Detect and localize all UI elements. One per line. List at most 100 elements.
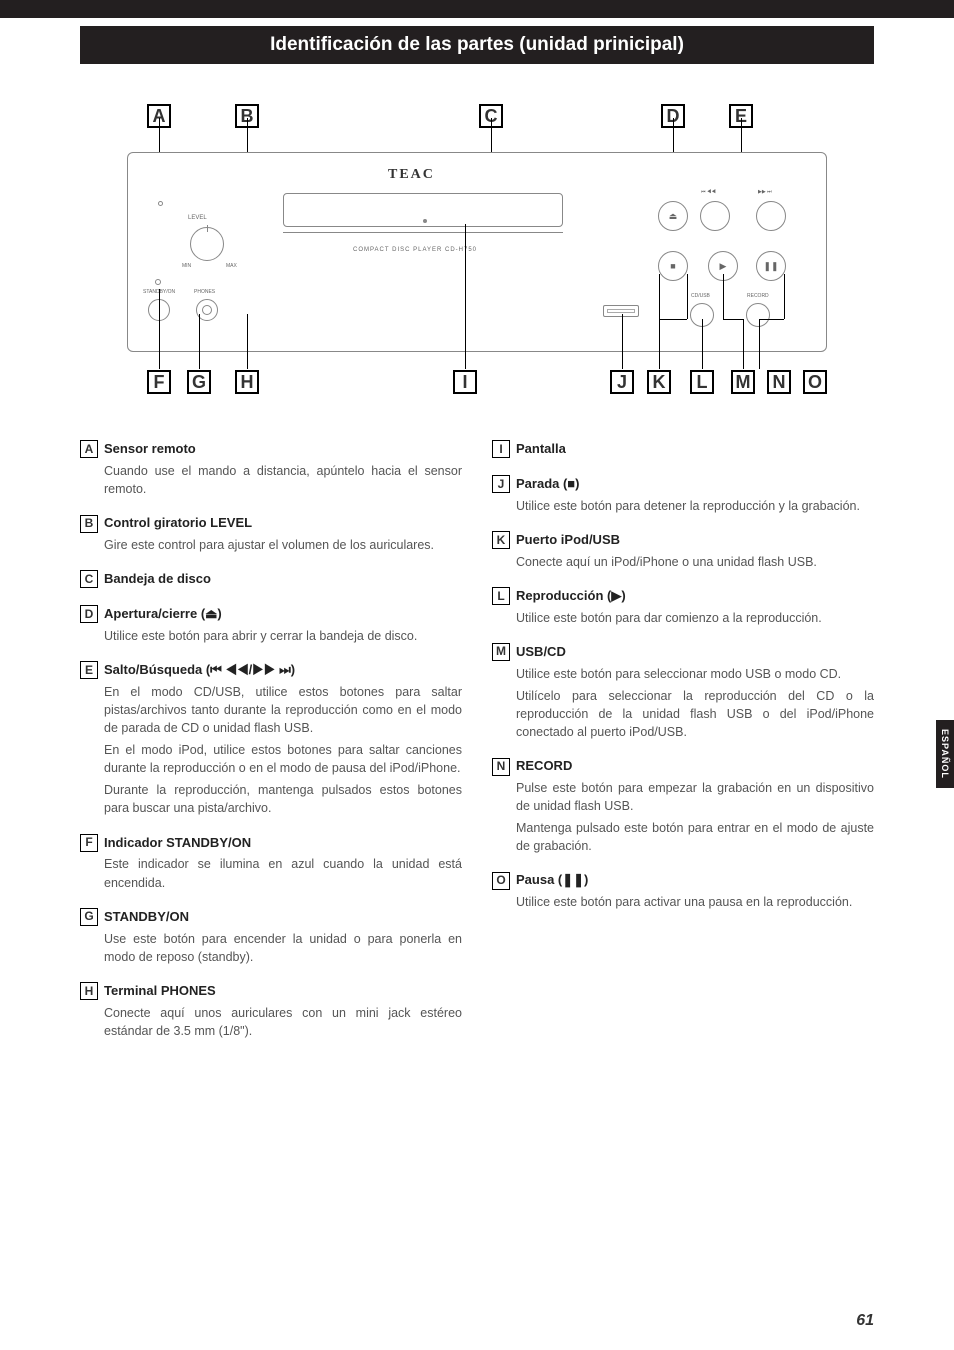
item-title-F: Indicador STANDBY/ON bbox=[104, 834, 251, 853]
level-max: MAX bbox=[226, 263, 237, 269]
item-title-G: STANDBY/ON bbox=[104, 908, 189, 927]
item-title-B: Control giratorio LEVEL bbox=[104, 514, 252, 533]
pause-icon: ❚❚ bbox=[763, 261, 778, 272]
item-D: D Apertura/cierre (⏏) Utilice este botón p… bbox=[80, 605, 462, 645]
item-title-K: Puerto iPod/USB bbox=[516, 531, 620, 550]
item-title-E: Salto/Búsqueda (⏮ ◀◀/▶▶ ⏭) bbox=[104, 661, 295, 680]
item-body-N: Pulse este botón para empezar la grabaci… bbox=[492, 779, 874, 856]
eject-button[interactable]: ⏏ bbox=[658, 201, 688, 231]
device-diagram: A B C D E TEAC COMPACT DISC PLAYER CD-H7… bbox=[127, 94, 827, 400]
item-H: H Terminal PHONES Conecte aquí unos auricu… bbox=[80, 982, 462, 1040]
left-column: A Sensor remoto Cuando use el mando a dist… bbox=[80, 440, 462, 1056]
item-label-L: L bbox=[492, 587, 510, 605]
item-body-G: Use este botón para encender la unidad o… bbox=[80, 930, 462, 966]
pause-button[interactable]: ❚❚ bbox=[756, 251, 786, 281]
device-body: TEAC COMPACT DISC PLAYER CD-H750 LEVEL M… bbox=[127, 152, 827, 352]
item-label-G: G bbox=[80, 908, 98, 926]
skip-back-button[interactable] bbox=[700, 201, 730, 231]
item-body-M: Utilice este botón para seleccionar modo… bbox=[492, 665, 874, 742]
model-text: COMPACT DISC PLAYER CD-H750 bbox=[353, 247, 477, 253]
description-columns: A Sensor remoto Cuando use el mando a dist… bbox=[80, 440, 874, 1056]
label-I: I bbox=[453, 370, 477, 394]
label-G: G bbox=[187, 370, 211, 394]
item-label-C: C bbox=[80, 570, 98, 588]
item-K: K Puerto iPod/USB Conecte aquí un iPod/iPh… bbox=[492, 531, 874, 571]
item-body-B: Gire este control para ajustar el volume… bbox=[80, 536, 462, 554]
item-G: G STANDBY/ON Use este botón para encender … bbox=[80, 908, 462, 966]
item-label-A: A bbox=[80, 440, 98, 458]
item-label-E: E bbox=[80, 661, 98, 679]
label-O: O bbox=[803, 370, 827, 394]
brand-logo: TEAC bbox=[388, 167, 435, 183]
record-button[interactable] bbox=[746, 303, 770, 327]
display-indicator bbox=[423, 219, 427, 223]
item-body-L: Utilice este botón para dar comienzo a l… bbox=[492, 609, 874, 627]
item-body-F: Este indicador se ilumina en azul cuando… bbox=[80, 855, 462, 891]
label-L: L bbox=[690, 370, 714, 394]
item-title-L: Reproducción (▶) bbox=[516, 587, 626, 606]
cdusb-text: CD/USB bbox=[691, 293, 710, 299]
item-label-O: O bbox=[492, 872, 510, 890]
item-title-M: USB/CD bbox=[516, 643, 566, 662]
label-J: J bbox=[610, 370, 634, 394]
item-F: FIndicador STANDBY/ONEste indicador se i… bbox=[80, 834, 462, 892]
item-title-D: Apertura/cierre (⏏) bbox=[104, 605, 222, 624]
item-title-A: Sensor remoto bbox=[104, 440, 196, 459]
stop-icon: ■ bbox=[670, 261, 675, 271]
item-title-O: Pausa (❚❚) bbox=[516, 871, 588, 890]
item-title-N: RECORD bbox=[516, 757, 572, 776]
item-label-N: N bbox=[492, 758, 510, 776]
item-label-J: J bbox=[492, 475, 510, 493]
item-B: B Control giratorio LEVEL Gire este contro… bbox=[80, 514, 462, 554]
level-knob[interactable] bbox=[190, 227, 224, 261]
skip-right-label: ▶▶ ⏭ bbox=[758, 189, 772, 195]
play-icon: ▶ bbox=[720, 261, 727, 272]
label-H: H bbox=[235, 370, 259, 394]
remote-sensor bbox=[158, 201, 163, 206]
item-title-C: Bandeja de disco bbox=[104, 570, 211, 589]
item-title-H: Terminal PHONES bbox=[104, 982, 216, 1001]
item-body-E: En el modo CD/USB, utilice estos botones… bbox=[80, 683, 462, 818]
item-M: MUSB/CDUtilice este botón para seleccion… bbox=[492, 643, 874, 741]
item-J: J Parada (■) Utilice este botón para deten… bbox=[492, 475, 874, 515]
item-title-J: Parada (■) bbox=[516, 475, 579, 494]
item-label-D: D bbox=[80, 605, 98, 623]
usb-port[interactable] bbox=[603, 305, 639, 317]
page-title: Identificación de las partes (unidad pri… bbox=[80, 26, 874, 64]
item-C: C Bandeja de disco bbox=[80, 570, 462, 589]
item-body-A: Cuando use el mando a distancia, apúntel… bbox=[80, 462, 462, 498]
standby-led bbox=[155, 279, 161, 285]
item-label-I: I bbox=[492, 440, 510, 458]
item-label-K: K bbox=[492, 531, 510, 549]
item-body-D: Utilice este botón para abrir y cerrar l… bbox=[80, 627, 462, 645]
page-number: 61 bbox=[856, 1312, 874, 1330]
item-body-K: Conecte aquí un iPod/iPhone o una unidad… bbox=[492, 553, 874, 571]
label-F: F bbox=[147, 370, 171, 394]
item-I: I Pantalla bbox=[492, 440, 874, 459]
item-N: N RECORD Pulse este botón para empezar la … bbox=[492, 757, 874, 855]
item-title-I: Pantalla bbox=[516, 440, 566, 459]
tray-slot bbox=[283, 229, 563, 233]
record-text: RECORD bbox=[747, 293, 769, 299]
right-column: I Pantalla J Parada (■) Utilice este botón p… bbox=[492, 440, 874, 1056]
item-L: L Reproducción (▶) Utilice este botón para… bbox=[492, 587, 874, 627]
skip-fwd-button[interactable] bbox=[756, 201, 786, 231]
label-K: K bbox=[647, 370, 671, 394]
item-E: E Salto/Búsqueda (⏮ ◀◀/▶▶ ⏭) En el modo CD… bbox=[80, 661, 462, 818]
item-label-H: H bbox=[80, 982, 98, 1000]
item-body-H: Conecte aquí unos auriculares con un min… bbox=[80, 1004, 462, 1040]
item-A: A Sensor remoto Cuando use el mando a dist… bbox=[80, 440, 462, 498]
item-O: OPausa (❚❚)Utilice este botón para activ… bbox=[492, 871, 874, 911]
stop-button[interactable]: ■ bbox=[658, 251, 688, 281]
item-body-J: Utilice este botón para detener la repro… bbox=[492, 497, 874, 515]
skip-left-label: ⏮ ◀◀ bbox=[701, 189, 716, 195]
item-label-B: B bbox=[80, 515, 98, 533]
eject-icon: ⏏ bbox=[669, 211, 678, 222]
label-M: M bbox=[731, 370, 755, 394]
phones-text: PHONES bbox=[194, 289, 215, 295]
language-tab: ESPAÑOL bbox=[936, 720, 954, 788]
label-N: N bbox=[767, 370, 791, 394]
level-min: MIN bbox=[182, 263, 191, 269]
top-bar bbox=[0, 0, 954, 18]
level-label: LEVEL bbox=[188, 215, 207, 221]
